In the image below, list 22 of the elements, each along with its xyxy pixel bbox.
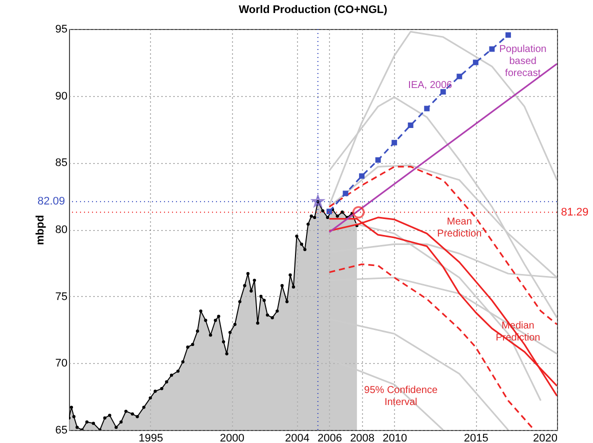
x-tick-label: 2008 xyxy=(350,432,375,443)
y-tick-label: 65 xyxy=(55,424,68,436)
y-tick-label: 90 xyxy=(55,90,68,102)
ref-line-label: 81.29 xyxy=(561,206,589,218)
x-tick-label: 2006 xyxy=(318,432,342,443)
annotation: Population based forecast xyxy=(499,44,546,80)
y-axis-title: mbpd xyxy=(34,215,46,245)
chart-title: World Production (CO+NGL) xyxy=(238,4,388,16)
annotation: Mean Prediction xyxy=(437,216,482,240)
x-tick-label: 2000 xyxy=(220,432,244,443)
y-tick-label: 70 xyxy=(55,358,68,370)
y-tick-label: 75 xyxy=(55,290,68,303)
x-tick-label: 2020 xyxy=(533,432,558,443)
x-tick-label: 2015 xyxy=(464,432,488,443)
x-tick-label: 2004 xyxy=(284,432,310,443)
y-tick-label: 85 xyxy=(55,157,68,170)
ref-line-label: 82.09 xyxy=(37,196,65,208)
x-tick-label: 2010 xyxy=(382,432,408,443)
y-tick-label: 95 xyxy=(55,24,68,36)
y-tick-label: 80 xyxy=(55,224,68,236)
x-tick-label: 1995 xyxy=(138,432,164,443)
annotation: 95% Confidence Interval xyxy=(364,384,438,408)
